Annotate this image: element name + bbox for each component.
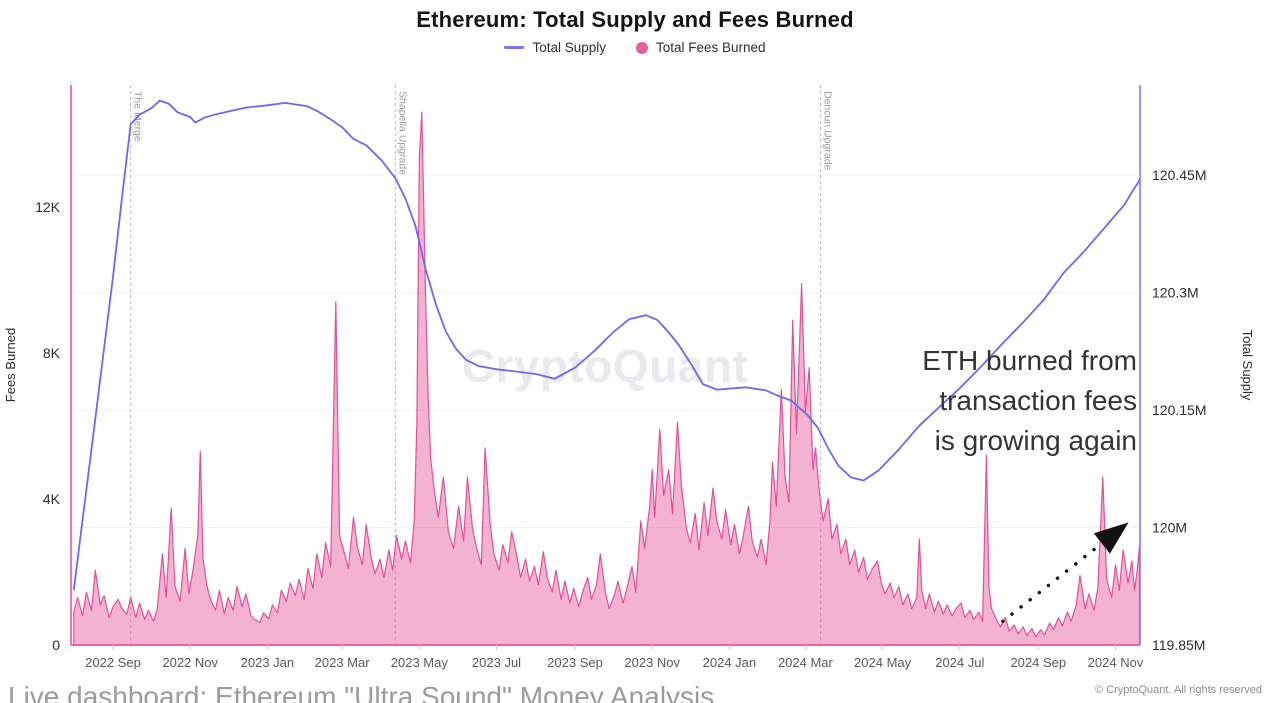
total-fees-burned-dot-swatch	[635, 41, 648, 54]
legend-item-total-fees-burned[interactable]: Total Fees Burned	[635, 40, 766, 55]
total-supply-line	[72, 99, 1140, 591]
right-tick-label: 120M	[1152, 520, 1187, 536]
gridlines	[71, 174, 1140, 528]
tick-labels: 2022 Sep 2022 Nov 2023 Jan 2023 Mar 2023 May…	[35, 167, 1206, 670]
axis-lines	[70, 85, 1141, 646]
left-tick-label: 0	[52, 637, 60, 653]
axis-titles: Fees Burned Total Supply	[3, 328, 1255, 402]
left-tick-label: 8K	[43, 345, 61, 361]
x-tick-label: 2022 Sep	[85, 655, 141, 670]
legend-item-total-supply[interactable]: Total Supply	[504, 40, 606, 55]
x-tick-label: 2022 Nov	[162, 655, 218, 670]
arrow-dotted-shaft	[1001, 542, 1103, 623]
annotation-line: transaction fees	[939, 385, 1137, 416]
annotation-callout: ETH burned from transaction fees is grow…	[922, 341, 1137, 461]
fees-burned-area	[73, 111, 1140, 646]
x-tick-label: 2023 Jul	[472, 655, 521, 670]
x-tick-label: 2024 May	[854, 655, 912, 670]
arrow-head	[1093, 522, 1129, 554]
x-tick-label: 2023 Jan	[241, 655, 295, 670]
trend-arrow	[1001, 522, 1129, 623]
right-tick-label: 120.3M	[1152, 285, 1199, 301]
left-tick-label: 4K	[43, 491, 61, 507]
total-supply-line-series	[72, 99, 1140, 591]
x-tick-label: 2024 Jul	[935, 655, 984, 670]
left-axis-title: Fees Burned	[3, 328, 18, 402]
page-title: Ethereum: Total Supply and Fees Burned	[416, 7, 854, 32]
right-tick-label: 120.45M	[1152, 167, 1206, 183]
chart-legend: Total Supply Total Fees Burned	[0, 40, 1270, 55]
event-label: Dencun Upgrade	[822, 91, 834, 171]
total-supply-line-swatch	[504, 46, 525, 49]
x-tick-label: 2023 Nov	[624, 655, 680, 670]
watermark: CryptoQuant	[461, 340, 749, 392]
x-tick-label: 2023 Sep	[547, 655, 603, 670]
right-tick-label: 119.85M	[1152, 637, 1205, 653]
footer-caption: Live dashboard: Ethereum "Ultra Sound" M…	[8, 681, 715, 703]
fees-burned-area-series	[73, 111, 1140, 646]
right-tick-label: 120.15M	[1152, 402, 1206, 418]
legend-label-total-supply: Total Supply	[532, 40, 606, 55]
x-tick-label: 2024 Mar	[778, 655, 834, 670]
x-tick-label: 2023 May	[391, 655, 449, 670]
annotation-line: is growing again	[934, 425, 1137, 456]
left-tick-label: 12K	[35, 199, 61, 215]
right-axis-title: Total Supply	[1240, 330, 1255, 401]
x-tick-label: 2023 Mar	[315, 655, 371, 670]
x-tick-label: 2024 Jan	[703, 655, 757, 670]
legend-label-total-fees-burned: Total Fees Burned	[655, 40, 766, 55]
x-tick-label: 2024 Nov	[1088, 655, 1144, 670]
annotation-line: ETH burned from	[922, 345, 1137, 376]
x-tick-label: 2024 Sep	[1010, 655, 1066, 670]
event-label: Shapella Upgrade	[396, 91, 408, 175]
footer-copyright: © CryptoQuant. All rights reserved	[1094, 684, 1262, 696]
